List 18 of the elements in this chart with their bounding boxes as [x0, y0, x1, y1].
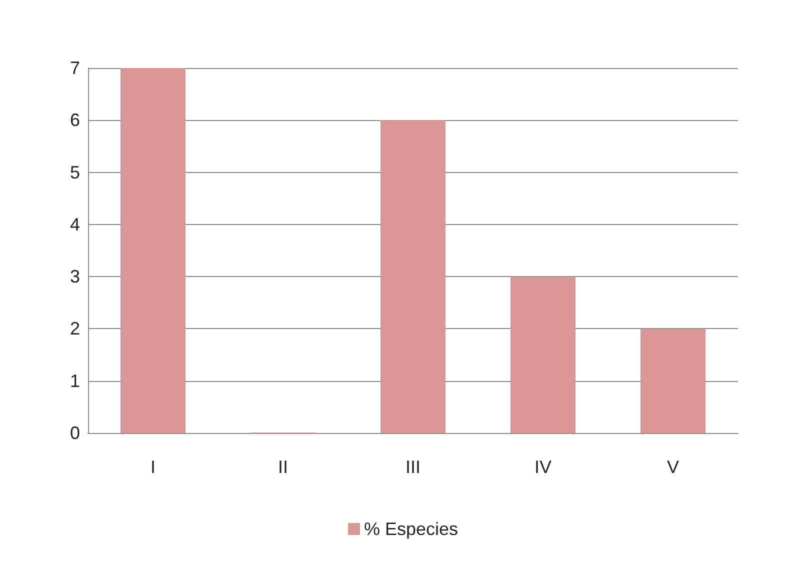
x-tick-label: I	[150, 457, 156, 477]
bar	[120, 68, 186, 433]
y-tick-label: 0	[70, 423, 80, 443]
y-tick-label: 3	[70, 266, 80, 287]
x-tick-label: V	[666, 457, 680, 477]
y-tick-label: 7	[70, 58, 80, 78]
x-tick-label: III	[405, 457, 421, 477]
x-tick-label: IV	[534, 457, 552, 477]
bar	[380, 120, 446, 433]
y-tick-label: 6	[70, 110, 80, 130]
bar	[510, 276, 576, 433]
y-tick-label: 5	[70, 162, 80, 182]
y-tick-label: 1	[70, 370, 80, 391]
bar	[640, 328, 706, 433]
y-tick-label: 4	[70, 214, 80, 234]
y-tick-label: 2	[70, 318, 80, 339]
legend-label: % Especies	[364, 519, 458, 539]
x-tick-label: II	[278, 457, 288, 477]
